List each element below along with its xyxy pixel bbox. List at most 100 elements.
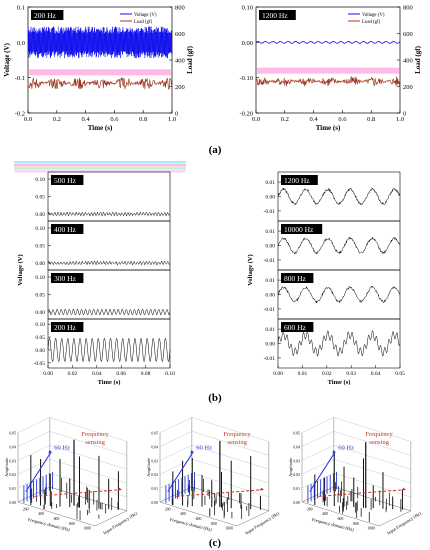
ytick-label: 0.10 [35, 226, 45, 232]
ytick-label: -0.20 [239, 111, 253, 118]
y2tick-label: 600 [175, 31, 185, 38]
annotation-frequency: Frequency [223, 431, 251, 438]
xtick-label: 0.00 [43, 371, 53, 377]
ytick-label: 0.10 [35, 275, 45, 281]
x-axis-label: Time (s) [328, 379, 351, 386]
ztick-label: 0.00 [151, 501, 158, 505]
xtick-label: 0.0 [252, 116, 260, 123]
ytick-label: -0.10 [239, 75, 253, 82]
annotation-frequency: Frequency [81, 431, 109, 438]
grid-line [17, 445, 50, 461]
x-axis-label: Frequency domain (Hz) [27, 517, 70, 532]
x-axis-label: Time (s) [88, 124, 113, 132]
xtick-label: 600 [54, 517, 60, 521]
arrow-frequency-sensing [34, 489, 122, 497]
ytick-label: 0.05 [35, 195, 45, 201]
xtick-label: 200 [307, 507, 313, 511]
annotation-60hz: 60 Hz [196, 445, 212, 452]
panel-label-b: (b) [208, 392, 222, 404]
y-axis-label: Voltage (V) [17, 254, 24, 285]
frequency-tag-bg [51, 322, 84, 332]
panel-label-c: (c) [209, 537, 222, 549]
xtick-label: 600 [196, 517, 202, 521]
grid-line [333, 431, 411, 456]
xtick-label: 0.6 [338, 116, 347, 123]
y2-axis-label: Load (gf) [186, 45, 194, 73]
xtick-label: 1000 [226, 527, 234, 531]
frequency-tag: 1200 Hz [284, 176, 310, 185]
grid-line [49, 417, 127, 442]
frequency-tag: 800 Hz [284, 274, 307, 283]
frequency-tag-bg [51, 224, 84, 234]
waveform-series-line [47, 210, 171, 218]
grid-line [191, 472, 269, 498]
ytick-label: 0.05 [35, 335, 45, 341]
overlay-noise-band [14, 170, 186, 173]
frequency-tag-bg [281, 322, 314, 332]
frequency-tag: 600 Hz [284, 323, 307, 332]
ytick-label: -0.01 [264, 258, 276, 264]
ytick-label: -0.01 [264, 307, 276, 313]
ztick-label: 0.04 [151, 445, 158, 449]
voltage-series-line [27, 26, 173, 59]
ytick-label: 0.10 [35, 177, 45, 183]
ytick-label: 0.0 [17, 40, 25, 47]
y2tick-label: 0 [403, 111, 406, 118]
ztick-label: 0.02 [9, 473, 16, 477]
arrow-frequency-sensing [176, 489, 264, 497]
ytick-label: -0.1 [15, 75, 25, 82]
ytick-label: 0.00 [265, 342, 275, 348]
grid-line [159, 472, 192, 489]
y2tick-label: 200 [175, 84, 185, 91]
grid-line [301, 431, 334, 447]
legend-label-load: Load (gf) [134, 20, 153, 25]
grid-line [301, 472, 334, 489]
frequency-tag-bg [51, 175, 84, 185]
xtick-label: 800 [353, 522, 359, 526]
ytick-label: 0.01 [265, 229, 275, 235]
y-axis-label: Voltage (V) [3, 42, 11, 76]
waveform-series-line [277, 187, 400, 206]
legend-label-voltage: Voltage (V) [362, 13, 385, 18]
overlay-noise-band [14, 164, 186, 167]
frequency-tag-bg [281, 273, 314, 283]
frequency-tag-bg [31, 10, 64, 20]
ztick-label: 0.05 [293, 432, 300, 436]
waterfall-c3: 0.00 0.01 0.02 0.03 0.04 0.05 60 Hz Frequencyse… [288, 417, 422, 536]
arrowhead-60hz [48, 450, 52, 455]
ytick-label: 0.00 [35, 348, 45, 354]
ztick-label: 0.01 [293, 487, 300, 491]
xtick-label: 0.4 [310, 116, 319, 123]
grid-line [49, 472, 127, 498]
arrowhead-frequency-sensing [401, 487, 406, 491]
ytick-label: 0.01 [265, 327, 275, 333]
grid-line [191, 417, 269, 442]
waterfall-c1: 0.00 0.01 0.02 0.03 0.04 0.05 60 Hz Frequencyse… [4, 417, 138, 536]
grid-line [159, 417, 192, 433]
xtick-label: 0.01 [298, 371, 308, 377]
ztick-label: 0.03 [293, 459, 300, 463]
frequency-tag-bg [281, 224, 323, 234]
waveform-series-line [277, 236, 401, 255]
ytick-label: 0.00 [265, 244, 275, 250]
xtick-label: 800 [211, 522, 217, 526]
ztick-label: 0.01 [151, 487, 158, 491]
z-axis-label: Amplitude [288, 458, 293, 477]
ytick-label: 0.10 [35, 322, 45, 328]
xtick-label: 800 [69, 522, 75, 526]
waveform-series-line [277, 330, 401, 357]
grid-line [159, 445, 192, 461]
xtick-label: 0.02 [68, 371, 78, 377]
xtick-label: 0.8 [139, 116, 147, 123]
waveform-series-line [47, 260, 171, 266]
grid-line [49, 458, 127, 484]
load-series-shadow [255, 76, 401, 87]
arrowhead-frequency-sensing [117, 487, 122, 491]
grid-line [333, 417, 411, 442]
grid-line [333, 445, 411, 470]
arrowhead-60hz [332, 450, 336, 455]
y2-axis-label: Load (gf) [414, 45, 422, 73]
overlay-noise-band [14, 167, 186, 170]
x-axis-label: Time (s) [98, 379, 121, 386]
